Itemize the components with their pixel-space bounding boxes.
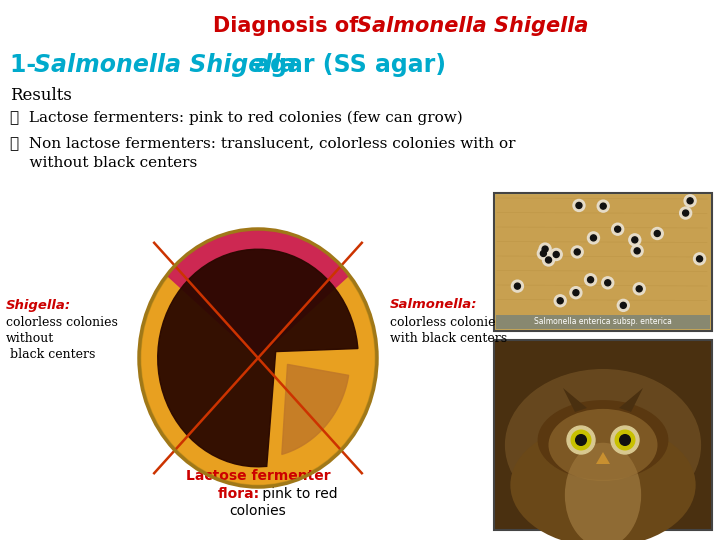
Circle shape xyxy=(631,245,643,257)
Circle shape xyxy=(615,226,621,232)
Circle shape xyxy=(576,202,582,208)
Circle shape xyxy=(571,246,583,258)
Circle shape xyxy=(687,198,693,204)
Text: Salmonella:: Salmonella: xyxy=(390,299,477,312)
Circle shape xyxy=(573,289,579,296)
Text: agar (SS agar): agar (SS agar) xyxy=(246,53,446,77)
Circle shape xyxy=(588,232,600,244)
Text: ✓  Non lactose fermenters: translucent, colorless colonies with or: ✓ Non lactose fermenters: translucent, c… xyxy=(10,136,516,150)
Circle shape xyxy=(557,298,563,304)
Polygon shape xyxy=(282,364,348,455)
Circle shape xyxy=(570,287,582,299)
Text: Salmonella Shigella: Salmonella Shigella xyxy=(34,53,297,77)
Circle shape xyxy=(696,256,703,262)
Circle shape xyxy=(631,237,638,243)
Text: Lactose fermenter: Lactose fermenter xyxy=(186,469,330,483)
Polygon shape xyxy=(619,388,643,412)
Ellipse shape xyxy=(549,409,657,481)
Circle shape xyxy=(617,299,629,312)
Circle shape xyxy=(567,426,595,454)
Text: without black centers: without black centers xyxy=(10,156,197,170)
Circle shape xyxy=(612,223,624,235)
Text: Salmonella Shigella: Salmonella Shigella xyxy=(357,16,588,36)
Polygon shape xyxy=(563,388,587,412)
Circle shape xyxy=(654,231,660,237)
Polygon shape xyxy=(158,249,358,467)
Polygon shape xyxy=(596,452,610,464)
Circle shape xyxy=(585,274,597,286)
Circle shape xyxy=(511,280,523,292)
Circle shape xyxy=(611,426,639,454)
Text: colonies: colonies xyxy=(230,504,287,518)
Circle shape xyxy=(537,247,549,259)
Ellipse shape xyxy=(565,443,641,540)
Ellipse shape xyxy=(510,423,696,540)
Text: Diagnosis of: Diagnosis of xyxy=(213,16,366,36)
Circle shape xyxy=(575,249,580,255)
Circle shape xyxy=(576,435,586,446)
Circle shape xyxy=(543,254,554,266)
Ellipse shape xyxy=(505,369,701,521)
Circle shape xyxy=(633,283,645,295)
FancyBboxPatch shape xyxy=(494,193,712,331)
Circle shape xyxy=(684,195,696,207)
Circle shape xyxy=(620,435,630,446)
Text: pink to red: pink to red xyxy=(258,487,338,501)
FancyBboxPatch shape xyxy=(494,340,712,530)
Circle shape xyxy=(573,199,585,212)
Circle shape xyxy=(600,203,606,209)
Circle shape xyxy=(542,246,548,252)
FancyBboxPatch shape xyxy=(496,315,710,329)
Text: ✓  Lactose fermenters: pink to red colonies (few can grow): ✓ Lactose fermenters: pink to red coloni… xyxy=(10,111,463,125)
FancyBboxPatch shape xyxy=(496,195,710,315)
Circle shape xyxy=(680,207,692,219)
Circle shape xyxy=(634,248,640,254)
Circle shape xyxy=(546,257,552,263)
Circle shape xyxy=(554,295,566,307)
Text: black centers: black centers xyxy=(6,348,95,361)
Text: colorless colonies: colorless colonies xyxy=(6,315,118,328)
Circle shape xyxy=(615,430,635,450)
Circle shape xyxy=(539,243,551,255)
Circle shape xyxy=(571,430,591,450)
Text: Shigella:: Shigella: xyxy=(6,299,71,312)
Circle shape xyxy=(550,248,562,260)
Circle shape xyxy=(553,252,559,258)
Circle shape xyxy=(605,280,611,286)
Ellipse shape xyxy=(538,400,668,480)
Polygon shape xyxy=(168,230,348,358)
Ellipse shape xyxy=(140,230,376,486)
Text: 1-: 1- xyxy=(10,53,45,77)
Circle shape xyxy=(683,210,688,216)
Circle shape xyxy=(588,277,593,283)
Circle shape xyxy=(541,251,546,256)
Text: without: without xyxy=(6,332,54,345)
Circle shape xyxy=(514,283,521,289)
Circle shape xyxy=(621,302,626,308)
Text: Results: Results xyxy=(10,86,72,104)
Circle shape xyxy=(652,227,663,239)
Text: with black centers: with black centers xyxy=(390,332,507,345)
Circle shape xyxy=(636,286,642,292)
Text: flora:: flora: xyxy=(218,487,260,501)
Circle shape xyxy=(590,235,596,241)
Circle shape xyxy=(693,253,706,265)
Circle shape xyxy=(629,234,641,246)
Circle shape xyxy=(602,277,613,289)
Text: Salmonella enterica subsp. enterica: Salmonella enterica subsp. enterica xyxy=(534,318,672,327)
Text: colorless colonies: colorless colonies xyxy=(390,315,502,328)
Circle shape xyxy=(597,200,609,212)
